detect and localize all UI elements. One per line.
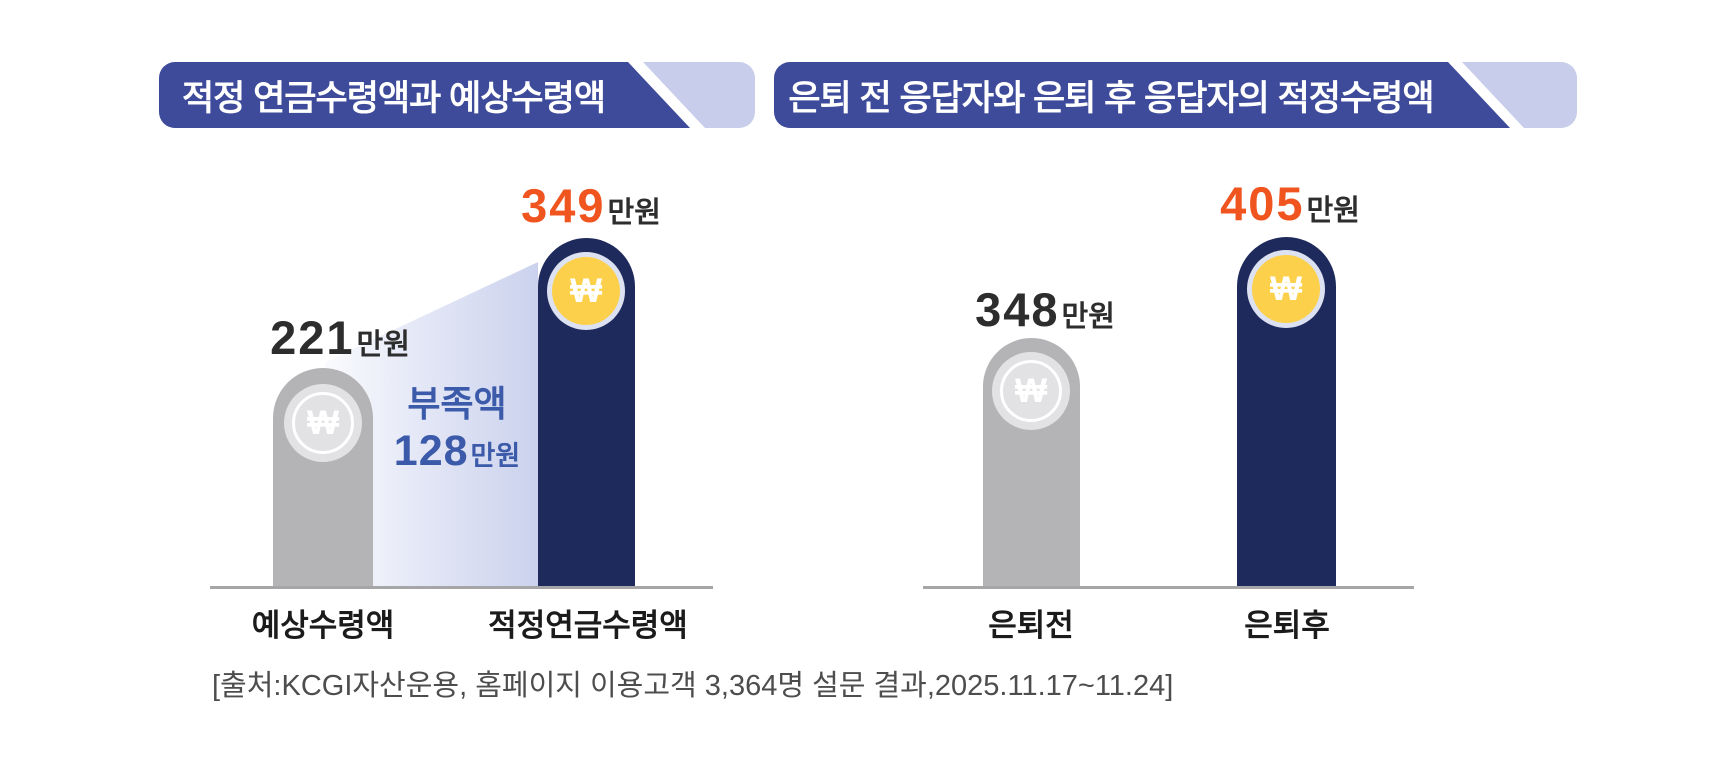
shortfall-label: 부족액 128 만원: [394, 386, 520, 473]
left-chart-title-ribbon: 적정 연금수령액과 예상수령액: [159, 62, 755, 128]
axis-label-pre-retirement: 은퇴전: [988, 608, 1074, 643]
left-chart-title-plate: 적정 연금수령액과 예상수령액: [159, 62, 690, 128]
right-chart-title: 은퇴 전 응답자와 은퇴 후 응답자의 적정수령액: [788, 78, 1434, 118]
won-symbol: ₩: [1269, 270, 1303, 308]
value-number: 405: [1220, 177, 1305, 230]
won-symbol: ₩: [1014, 372, 1048, 410]
value-number: 221: [270, 311, 355, 364]
won-coin-icon: ₩: [284, 384, 362, 462]
value-number: 348: [975, 283, 1060, 336]
value-label-pre-retirement: 348 만원: [975, 286, 1115, 333]
source-citation: [출처:KCGI자산운용, 홈페이지 이용고객 3,364명 설문 결과,202…: [212, 670, 1174, 702]
value-unit: 만원: [1061, 301, 1115, 333]
axis-label-adequate: 적정연금수령액: [488, 608, 688, 643]
shortfall-title: 부족액: [407, 383, 507, 424]
left-chart-baseline: [210, 586, 713, 589]
coin-core: ₩: [552, 257, 620, 325]
axis-label-expected: 예상수령액: [251, 608, 395, 643]
won-symbol: ₩: [306, 404, 340, 442]
won-coin-icon: ₩: [1247, 250, 1325, 328]
value-label-adequate: 349 만원: [521, 182, 661, 229]
value-unit: 만원: [607, 197, 661, 229]
value-label-expected: 221 만원: [270, 314, 410, 361]
shortfall-number: 128: [393, 427, 469, 475]
coin-core: ₩: [1252, 255, 1320, 323]
axis-label-post-retirement: 은퇴후: [1244, 608, 1330, 643]
coin-ring: ₩: [292, 392, 354, 454]
won-symbol: ₩: [569, 272, 603, 310]
right-chart-baseline: [923, 586, 1414, 589]
value-number: 349: [521, 179, 606, 232]
right-chart-title-plate: 은퇴 전 응답자와 은퇴 후 응답자의 적정수령액: [774, 62, 1510, 128]
left-chart-title: 적정 연금수령액과 예상수령액: [181, 78, 606, 118]
value-unit: 만원: [1306, 195, 1360, 227]
value-label-post-retirement: 405 만원: [1220, 180, 1360, 227]
coin-ring: ₩: [1000, 360, 1062, 422]
won-coin-icon: ₩: [547, 252, 625, 330]
value-unit: 만원: [356, 329, 410, 361]
shortfall-unit: 만원: [470, 441, 521, 471]
won-coin-icon: ₩: [992, 352, 1070, 430]
right-chart-title-ribbon: 은퇴 전 응답자와 은퇴 후 응답자의 적정수령액: [774, 62, 1577, 128]
